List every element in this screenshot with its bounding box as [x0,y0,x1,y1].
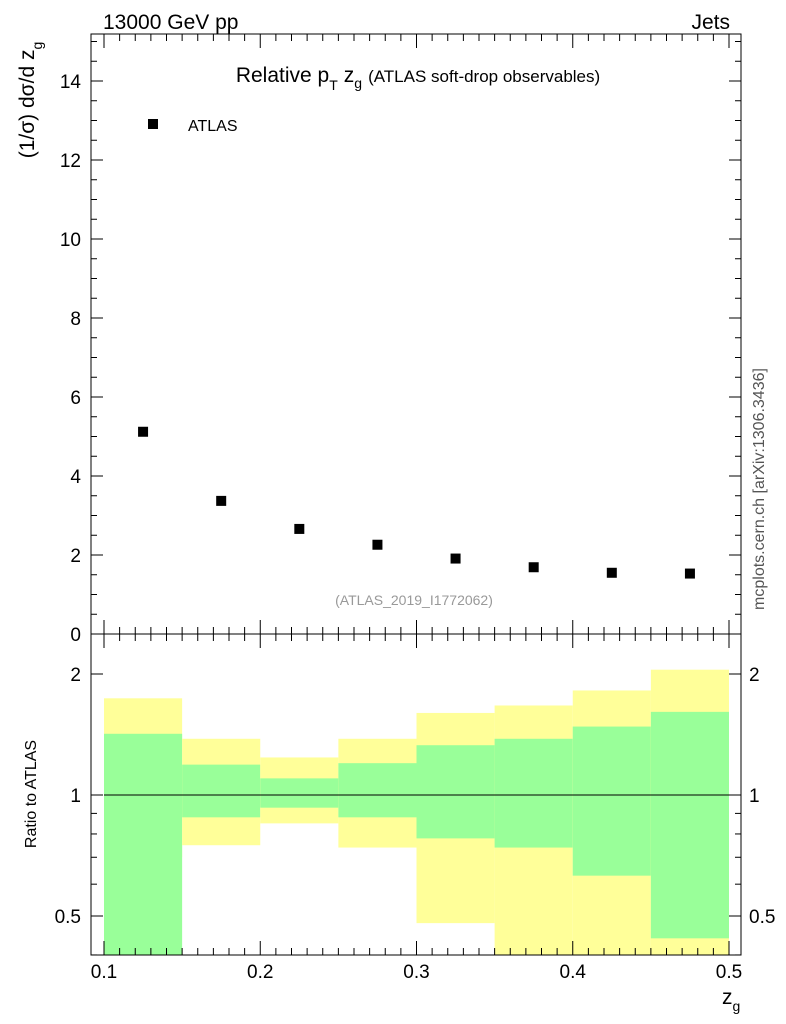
main-ticks [91,34,741,635]
analysis-id: (ATLAS_2019_I1772062) [335,592,493,608]
ratio-xlabel: zg [722,986,740,1014]
legend-label: ATLAS [188,118,238,135]
ratio-y-tick-label: 2 [70,665,81,686]
ratio-y-tick-label-right: 0.5 [749,907,775,928]
ratio-xlabel-text: z [722,986,733,1009]
ratio-xlabel-sub: g [733,998,741,1014]
ratio-ylabel: Ratio to ATLAS [23,740,40,848]
legend-marker [148,119,158,129]
x-tick-label: 0.4 [560,962,587,983]
ratio-y-tick-label: 1 [70,786,81,807]
legend: ATLAS [148,118,238,135]
ratio-y-tick-label: 0.5 [55,907,81,928]
ratio-ticks [91,634,741,956]
y-tick-label: 6 [70,388,81,409]
main-points [138,426,695,579]
main-ylabel-text: (1/σ) dσ/d z [16,50,39,159]
data-point [372,539,383,550]
green-band-bin [182,764,261,818]
y-tick-label: 4 [70,467,81,488]
y-tick-label: 10 [60,230,81,251]
title-main-sub: T [329,77,338,93]
green-band-bin [650,711,729,939]
y-tick-label: 8 [70,309,81,330]
title-var-sub: g [354,75,362,91]
green-band-bin [104,733,183,955]
y-tick-label: 14 [60,72,82,93]
y-tick-label: 12 [60,151,81,172]
green-band-bin [416,745,495,839]
title-suffix: (ATLAS soft-drop observables) [368,67,600,86]
data-point [216,495,227,506]
main-ylabel: (1/σ) dσ/d zg [16,42,45,159]
data-point [450,553,461,564]
energy-label: 13000 GeV pp [103,11,238,34]
green-band-bin [494,738,573,848]
x-tick-label: 0.1 [91,962,117,983]
green-band-bin [338,763,417,818]
x-tick-label: 0.2 [247,962,273,983]
title-main: Relative p [236,64,329,87]
ratio-panel: 0.5 0.5 1 1 2 2 0.1 0.2 0.3 0.4 0.5 Ratio to ATLA… [23,633,776,1014]
main-ylabel-sub: g [29,42,45,50]
y-tick-label: 0 [70,625,81,646]
data-point [528,562,539,573]
data-point [138,426,149,437]
x-tick-label: 0.3 [403,962,429,983]
ratio-xtick-labels: 0.1 0.2 0.3 0.4 0.5 [91,962,742,983]
data-point [606,567,617,578]
process-label: Jets [691,11,730,34]
title-var: z [344,64,355,87]
side-label: mcplots.cern.ch [arXiv:1306.3436] [751,368,768,610]
y-tick-label: 2 [70,546,81,567]
green-band-bin [260,778,339,808]
main-ytick-labels: 0 2 4 6 8 10 12 14 [60,72,82,646]
plot-title: Relative pT zg (ATLAS soft-drop observable… [236,64,600,93]
green-band-bin [572,726,651,876]
ratio-y-tick-label-right: 2 [749,665,760,686]
data-point [294,523,305,534]
ratio-y-tick-label-right: 1 [749,786,760,807]
ratio-bands [104,669,729,955]
x-tick-label: 0.5 [716,962,742,983]
ratio-ytick-labels: 0.5 0.5 1 1 2 2 [55,665,776,928]
data-point [684,568,695,579]
